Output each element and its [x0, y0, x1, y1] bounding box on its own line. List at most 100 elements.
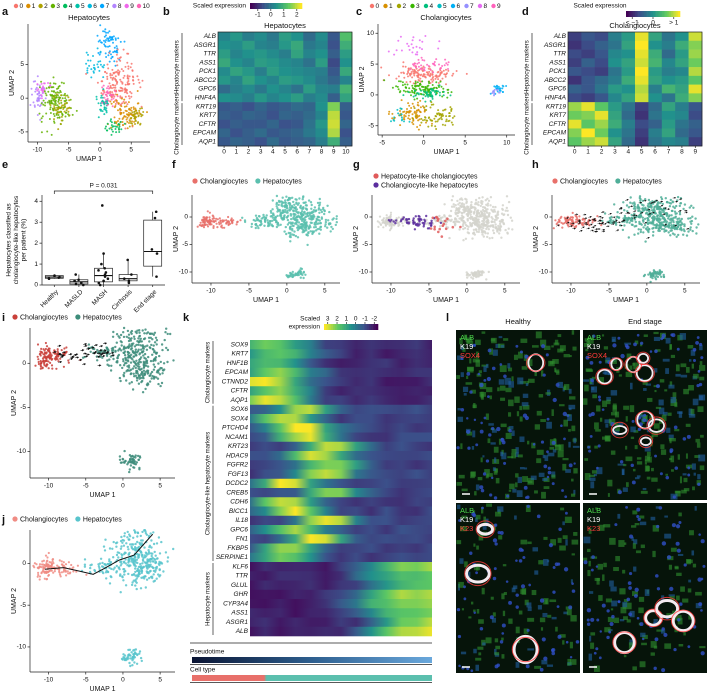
gene-label: PCK1: [549, 68, 566, 75]
colorbar-tick-label: < −1: [626, 20, 639, 27]
cell-dot: [57, 109, 59, 111]
cell-dot: [279, 215, 281, 217]
cell-dot: [417, 81, 419, 83]
cell-dot: [209, 222, 211, 224]
heatmap-cell: [581, 137, 595, 146]
cell-dot: [568, 225, 570, 227]
patient-point: [107, 277, 110, 280]
cell-dot: [44, 564, 46, 566]
y-tick-label: -5: [368, 122, 374, 129]
cell-dot: [469, 214, 471, 216]
velocity-arrow: [60, 357, 64, 358]
cell-dot: [86, 70, 88, 72]
cell-dot: [166, 361, 168, 363]
heatmap-cell: [230, 50, 242, 59]
cell-dot: [422, 94, 424, 96]
cell-dot: [412, 63, 414, 65]
cell-dot: [97, 52, 99, 54]
cell-dot: [150, 360, 152, 362]
cell-dot: [681, 223, 683, 225]
cell-dot: [414, 99, 416, 101]
y-axis-label: UMAP 2: [359, 66, 366, 92]
cell-dot: [444, 220, 447, 223]
cell-dot: [255, 227, 257, 229]
colorbar-step: [642, 11, 644, 17]
cell-dot: [418, 59, 420, 61]
cell-dot: [102, 76, 104, 78]
gene-label: GPC6: [548, 86, 566, 93]
heatmap-cell: [218, 67, 230, 76]
cell-dot: [103, 64, 105, 66]
cell-dot: [209, 219, 211, 221]
cell-dot: [101, 95, 103, 97]
cell-dot: [382, 219, 384, 221]
cell-dot: [575, 219, 577, 221]
colorbar-step: [273, 3, 275, 9]
cell-dot: [406, 222, 408, 224]
cell-dot: [116, 45, 118, 47]
cell-dot: [208, 216, 210, 218]
cell-dot: [101, 80, 103, 82]
cell-dot: [425, 91, 427, 93]
cell-dot: [402, 225, 404, 227]
panel-title: Cholangiocytes: [420, 13, 472, 22]
cell-dot: [477, 223, 479, 225]
heatmap-cell: [255, 85, 267, 94]
cell-dot: [66, 102, 68, 104]
cell-dot: [420, 219, 422, 221]
cell-dot: [120, 112, 122, 114]
legend-dot: [26, 4, 30, 8]
cell-dot: [153, 334, 155, 336]
cell-dot: [633, 234, 635, 236]
colorbar-step: [252, 3, 254, 9]
cell-dot: [127, 127, 129, 129]
cell-dot: [420, 122, 422, 124]
heatmap-cell: [315, 85, 327, 94]
cell-dot: [678, 224, 680, 226]
cell-dot: [425, 109, 427, 111]
heatmap-cell: [328, 41, 340, 50]
cell-dot: [115, 131, 117, 133]
cell-dot: [452, 124, 454, 126]
cell-dot: [169, 333, 171, 335]
cell-dot: [270, 215, 272, 217]
cell-dot: [144, 388, 146, 390]
y-tick-label: 5: [370, 61, 374, 68]
y-tick-label: -5: [20, 404, 26, 411]
panel-label: l: [446, 312, 449, 324]
velocity-arrow: [579, 230, 582, 231]
cell-dot: [501, 87, 503, 89]
cell-dot: [209, 212, 211, 214]
cell-dot: [408, 115, 410, 117]
cell-dot: [436, 113, 438, 115]
cell-dot: [336, 215, 338, 217]
cell-dot: [139, 563, 141, 565]
cell-dot: [290, 223, 292, 225]
heatmap-cell: [315, 111, 327, 120]
cell-dot: [507, 214, 509, 216]
cell-dot: [424, 116, 426, 118]
cell-dot: [128, 558, 130, 560]
cell-dot: [128, 334, 130, 336]
colorbar-step: [673, 11, 675, 17]
cell-dot: [398, 88, 400, 90]
cell-dot: [63, 366, 65, 368]
cell-dot: [672, 200, 674, 202]
cell-dot: [676, 199, 678, 201]
cell-dot: [132, 76, 134, 78]
cell-dot: [136, 332, 138, 334]
cell-dot: [127, 83, 129, 85]
heatmap-cell: [291, 76, 303, 85]
heatmap-cell: [662, 85, 676, 94]
cell-dot: [129, 97, 131, 99]
cell-dot: [153, 344, 155, 346]
cell-dot: [131, 63, 133, 65]
cell-dot: [128, 95, 130, 97]
cell-dot: [644, 198, 646, 200]
cell-dot: [387, 223, 389, 225]
cell-dot: [239, 219, 241, 221]
cell-dot: [135, 360, 137, 362]
cell-dot: [411, 85, 413, 87]
cell-dot: [672, 227, 674, 229]
velocity-arrow: [69, 359, 73, 360]
